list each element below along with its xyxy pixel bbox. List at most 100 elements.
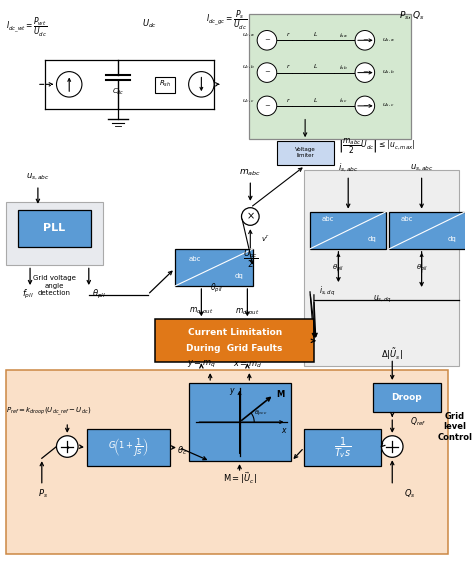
Text: L: L — [314, 32, 318, 37]
Text: Current Limitation: Current Limitation — [188, 328, 282, 337]
Circle shape — [241, 208, 259, 225]
Circle shape — [56, 436, 78, 457]
Text: $i_{sa}$: $i_{sa}$ — [339, 31, 347, 40]
Text: ~: ~ — [362, 69, 368, 76]
Bar — [389, 212, 465, 249]
Text: $\theta_{pcc}$: $\theta_{pcc}$ — [255, 409, 268, 419]
Circle shape — [355, 96, 374, 116]
Text: dq: dq — [368, 236, 376, 242]
Text: $\theta_{pll}$: $\theta_{pll}$ — [210, 281, 223, 294]
Text: $u_{s,a}$: $u_{s,a}$ — [383, 37, 395, 44]
Circle shape — [355, 63, 374, 82]
Text: M: M — [276, 390, 285, 399]
Text: abc: abc — [189, 255, 201, 262]
Text: ~: ~ — [362, 37, 368, 44]
Bar — [155, 76, 175, 93]
Circle shape — [355, 31, 374, 50]
Text: L: L — [314, 64, 318, 69]
Bar — [87, 429, 170, 466]
Text: Grid voltage: Grid voltage — [33, 275, 76, 281]
Text: $u_{c,a}$: $u_{c,a}$ — [242, 32, 255, 39]
Text: $i_{sb}$: $i_{sb}$ — [339, 63, 347, 72]
Text: $u_{c,b}$: $u_{c,b}$ — [242, 64, 255, 71]
Text: detection: detection — [38, 290, 71, 296]
Circle shape — [56, 72, 82, 97]
Text: ~: ~ — [264, 69, 270, 76]
Text: $m_{abc}$: $m_{abc}$ — [239, 167, 261, 178]
Text: $P_s$: $P_s$ — [38, 487, 48, 500]
Text: $\left|\dfrac{m_{abc}}{2}U_{dc}\right| \leq |u_{c,max}|$: $\left|\dfrac{m_{abc}}{2}U_{dc}\right| \… — [338, 136, 416, 156]
Circle shape — [257, 96, 277, 116]
Text: $i_{s,abc}$: $i_{s,abc}$ — [338, 162, 359, 173]
Text: $\Delta|\tilde{U}_s|$: $\Delta|\tilde{U}_s|$ — [382, 347, 403, 362]
Text: $u_{c,c}$: $u_{c,c}$ — [242, 97, 255, 105]
Circle shape — [257, 63, 277, 82]
Text: x: x — [282, 427, 286, 436]
Bar — [304, 429, 381, 466]
Text: $\mathrm{M}=|\vec{U}_c|$: $\mathrm{M}=|\vec{U}_c|$ — [223, 470, 256, 486]
Text: $P_s, Q_s$: $P_s, Q_s$ — [399, 10, 425, 22]
Text: $R_{sh}$: $R_{sh}$ — [159, 79, 171, 89]
Text: $m_{d,out}$: $m_{d,out}$ — [235, 306, 260, 316]
Text: During  Grid Faults: During Grid Faults — [186, 344, 283, 353]
Text: r: r — [287, 98, 290, 102]
Text: dq: dq — [235, 273, 244, 279]
Text: $u_{s,abc}$: $u_{s,abc}$ — [26, 172, 50, 182]
Text: $m_{q,out}$: $m_{q,out}$ — [189, 306, 214, 317]
Text: abc: abc — [401, 216, 413, 223]
Text: r: r — [287, 64, 290, 69]
Text: $x=m_d$: $x=m_d$ — [233, 359, 262, 370]
Bar — [6, 370, 448, 554]
Bar — [373, 383, 441, 412]
Text: y: y — [229, 386, 234, 396]
Bar — [189, 383, 292, 461]
Text: $f_{pll}$: $f_{pll}$ — [22, 288, 34, 301]
Text: $Q_{ref}$: $Q_{ref}$ — [410, 416, 426, 428]
Text: abc: abc — [322, 216, 334, 223]
Text: r: r — [287, 32, 290, 37]
Text: ~: ~ — [264, 103, 270, 109]
Text: $C_{dc}$: $C_{dc}$ — [112, 87, 125, 97]
Text: L: L — [314, 98, 318, 102]
Circle shape — [189, 72, 214, 97]
Bar — [249, 14, 411, 139]
Text: $Q_s$: $Q_s$ — [404, 487, 416, 500]
Text: $v^r$: $v^r$ — [261, 234, 269, 244]
Bar — [310, 212, 386, 249]
Circle shape — [382, 436, 403, 457]
Text: angle: angle — [45, 283, 64, 289]
Text: PLL: PLL — [44, 223, 65, 233]
Text: $G\!\left(1+\dfrac{1}{Js}\right)$: $G\!\left(1+\dfrac{1}{Js}\right)$ — [108, 436, 148, 459]
Text: $\dfrac{1}{T_v s}$: $\dfrac{1}{T_v s}$ — [334, 435, 351, 460]
Text: ~: ~ — [362, 103, 368, 109]
Text: $P_{ref}=k_{droop}(U_{dc\_ref}-U_{dc})$: $P_{ref}=k_{droop}(U_{dc\_ref}-U_{dc})$ — [6, 406, 91, 418]
Circle shape — [257, 31, 277, 50]
Text: $I_{dc\_gc}=\dfrac{P_s}{U_{dc}}$: $I_{dc\_gc}=\dfrac{P_s}{U_{dc}}$ — [206, 9, 247, 32]
Bar — [304, 171, 459, 366]
Text: $u_{s,abc}$: $u_{s,abc}$ — [410, 162, 434, 173]
Text: Grid
level
Control: Grid level Control — [438, 412, 473, 442]
Bar — [18, 210, 91, 247]
Text: $u_{s,c}$: $u_{s,c}$ — [383, 102, 395, 110]
Text: $\theta_{pll}$: $\theta_{pll}$ — [332, 263, 345, 274]
Bar — [175, 249, 253, 286]
Text: $u_{s,dq}$: $u_{s,dq}$ — [373, 294, 392, 305]
Text: $i_{sc}$: $i_{sc}$ — [339, 97, 347, 106]
Text: $\theta_c$: $\theta_c$ — [177, 444, 187, 457]
Bar — [277, 141, 334, 164]
Text: dq: dq — [447, 236, 456, 242]
Text: $U_{dc}$: $U_{dc}$ — [142, 18, 157, 30]
Text: $\circ$: $\circ$ — [64, 444, 70, 450]
Text: $\times$: $\times$ — [246, 211, 255, 221]
Bar — [155, 319, 314, 362]
Text: $I_{dc\_wt}=\dfrac{P_{wt}}{U_{dc}}$: $I_{dc\_wt}=\dfrac{P_{wt}}{U_{dc}}$ — [6, 16, 47, 39]
Text: $u_{s,b}$: $u_{s,b}$ — [383, 69, 395, 76]
Text: $\theta_{pll}$: $\theta_{pll}$ — [91, 288, 106, 301]
Text: Droop: Droop — [392, 393, 422, 402]
Text: ~: ~ — [264, 37, 270, 44]
Text: $\dfrac{U_{dc}}{2}$: $\dfrac{U_{dc}}{2}$ — [243, 247, 258, 270]
Text: $\theta_{pll}$: $\theta_{pll}$ — [416, 263, 428, 274]
Bar — [6, 202, 103, 266]
Text: $i_{s,dq}$: $i_{s,dq}$ — [319, 285, 335, 298]
Text: $y=m_q$: $y=m_q$ — [187, 359, 216, 370]
